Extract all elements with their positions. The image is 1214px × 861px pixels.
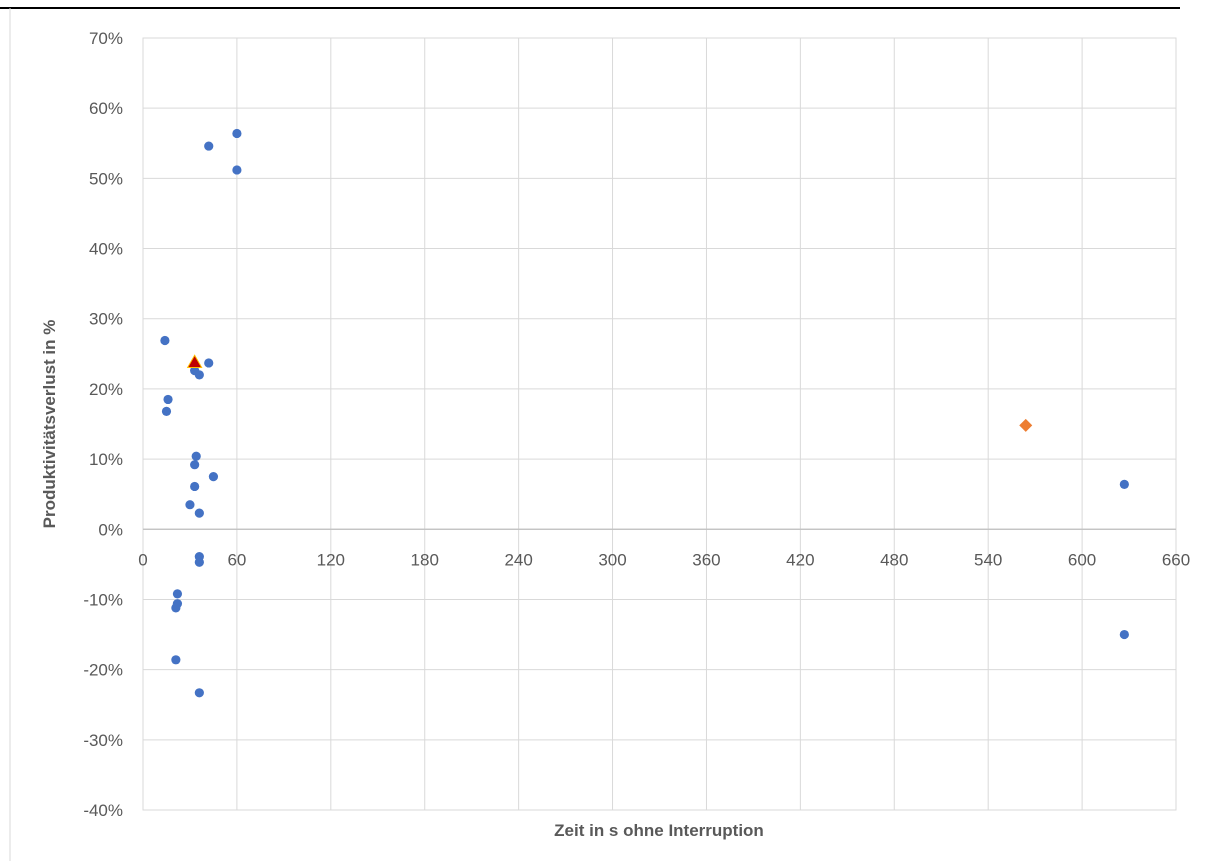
data-point-circle bbox=[1119, 479, 1129, 489]
y-tick-label: -20% bbox=[83, 661, 123, 680]
x-tick-label: 0 bbox=[138, 550, 147, 569]
data-point-circle bbox=[191, 451, 201, 461]
y-tick-label: 70% bbox=[89, 29, 123, 48]
data-point-circle bbox=[172, 589, 183, 599]
x-tick-label: 480 bbox=[880, 550, 908, 569]
x-tick-label: 540 bbox=[974, 550, 1002, 569]
y-tick-label: -30% bbox=[83, 731, 123, 750]
data-point-circle bbox=[161, 406, 172, 416]
y-tick-label: 50% bbox=[89, 169, 123, 188]
x-tick-label: 660 bbox=[1162, 550, 1190, 569]
x-tick-label: 120 bbox=[317, 550, 345, 569]
y-axis-title: Produktivitätsverlust in % bbox=[40, 320, 59, 529]
data-point-circle bbox=[194, 557, 204, 567]
data-point-circle bbox=[1119, 629, 1129, 640]
data-point-circle bbox=[171, 655, 181, 665]
data-point-circle bbox=[185, 500, 195, 510]
data-point-circle bbox=[204, 358, 214, 368]
x-tick-label: 600 bbox=[1068, 550, 1096, 569]
y-tick-label: 0% bbox=[98, 520, 123, 539]
y-tick-label: -40% bbox=[83, 801, 123, 820]
data-point-circle bbox=[190, 481, 200, 492]
data-point-circle bbox=[204, 141, 214, 151]
x-tick-label: 300 bbox=[598, 550, 626, 569]
x-tick-label: 60 bbox=[227, 550, 246, 569]
data-point-circle bbox=[190, 460, 200, 470]
data-point-circle bbox=[194, 688, 204, 698]
x-axis-title: Zeit in s ohne Interruption bbox=[554, 821, 764, 840]
x-tick-label: 180 bbox=[411, 550, 439, 569]
data-points bbox=[160, 128, 1129, 698]
y-tick-label: 60% bbox=[89, 99, 123, 118]
data-point-circle bbox=[232, 165, 242, 175]
data-point-circle bbox=[194, 508, 204, 518]
y-tick-labels: 70% 60% 50% 40% 30% 20% 10% 0% -10% -20% -30% -40% bbox=[83, 29, 123, 820]
data-point-circle bbox=[160, 335, 170, 346]
data-point-circle bbox=[208, 472, 219, 482]
x-tick-label: 420 bbox=[786, 550, 814, 569]
data-point-circle bbox=[194, 370, 204, 380]
y-tick-label: 40% bbox=[89, 240, 123, 259]
x-tick-labels: 0 60 120 180 240 300 360 420 480 540 600 660 bbox=[138, 550, 1190, 569]
y-tick-label: -10% bbox=[83, 590, 123, 609]
y-tick-label: 20% bbox=[89, 380, 123, 399]
data-point-circle bbox=[163, 394, 173, 405]
x-tick-label: 360 bbox=[692, 550, 720, 569]
y-tick-label: 30% bbox=[89, 310, 123, 329]
data-point-triangle bbox=[186, 354, 203, 368]
data-point-circle bbox=[171, 603, 181, 613]
x-tick-label: 240 bbox=[504, 550, 532, 569]
y-tick-label: 10% bbox=[89, 450, 123, 469]
data-point-circle bbox=[232, 128, 242, 139]
data-point-diamond bbox=[1019, 418, 1033, 432]
